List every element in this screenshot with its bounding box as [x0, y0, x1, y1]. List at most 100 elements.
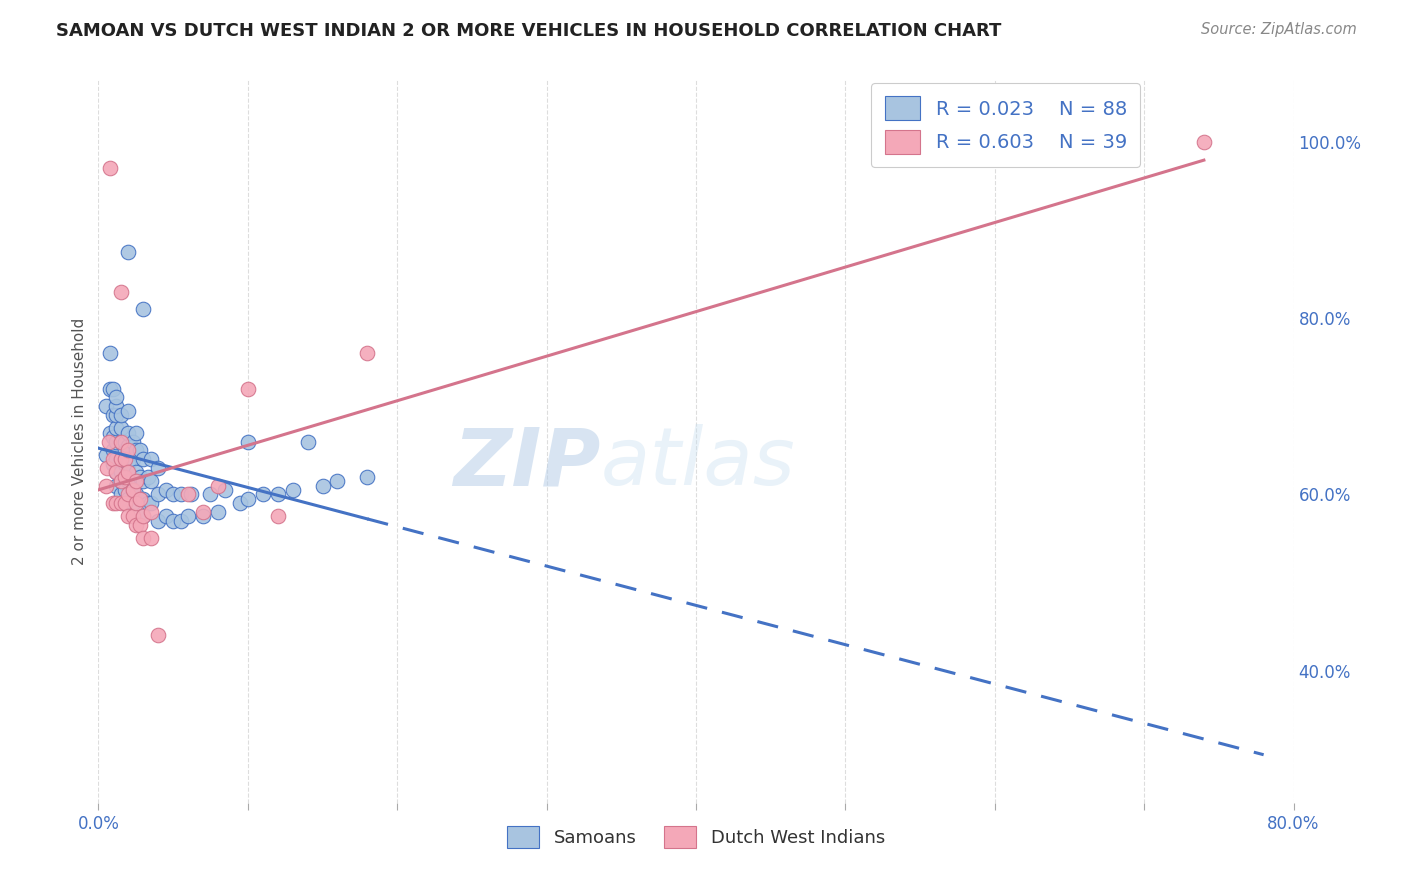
Point	[162, 514, 184, 528]
Point	[1192, 135, 1215, 149]
Point	[114, 452, 136, 467]
Point	[117, 439, 139, 453]
Point	[207, 478, 229, 492]
Point	[132, 302, 155, 317]
Point	[117, 487, 139, 501]
Point	[103, 382, 125, 396]
Point	[281, 483, 304, 497]
Point	[356, 470, 378, 484]
Point	[139, 532, 162, 546]
Point	[236, 491, 259, 506]
Point	[114, 496, 136, 510]
Point	[191, 509, 214, 524]
Legend: Samoans, Dutch West Indians: Samoans, Dutch West Indians	[496, 815, 896, 859]
Point	[125, 466, 148, 480]
Point	[132, 474, 155, 488]
Point	[117, 457, 139, 471]
Point	[214, 483, 236, 497]
Text: atlas: atlas	[600, 425, 796, 502]
Point	[162, 487, 184, 501]
Point	[155, 483, 177, 497]
Point	[169, 487, 191, 501]
Point	[110, 408, 132, 422]
Point	[103, 452, 125, 467]
Point	[121, 483, 143, 497]
Point	[356, 346, 378, 360]
Point	[110, 434, 132, 449]
Point	[110, 285, 132, 299]
Point	[129, 470, 152, 484]
Point	[105, 421, 128, 435]
Text: ZIP: ZIP	[453, 425, 600, 502]
Point	[117, 491, 139, 506]
Point	[103, 496, 125, 510]
Point	[136, 470, 159, 484]
Point	[267, 487, 290, 501]
Point	[105, 452, 128, 467]
Point	[94, 448, 117, 462]
Point	[114, 496, 136, 510]
Point	[117, 425, 139, 440]
Point	[110, 474, 132, 488]
Point	[148, 628, 170, 642]
Point	[110, 466, 132, 480]
Point	[129, 491, 152, 506]
Point	[129, 518, 152, 533]
Point	[125, 474, 148, 488]
Point	[114, 470, 136, 484]
Point	[200, 487, 222, 501]
Point	[132, 491, 155, 506]
Point	[110, 421, 132, 435]
Point	[103, 457, 125, 471]
Point	[132, 509, 155, 524]
Point	[148, 461, 170, 475]
Y-axis label: 2 or more Vehicles in Household: 2 or more Vehicles in Household	[72, 318, 87, 566]
Point	[121, 496, 143, 510]
Point	[117, 245, 139, 260]
Point	[136, 496, 159, 510]
Point	[207, 505, 229, 519]
Point	[132, 509, 155, 524]
Point	[94, 478, 117, 492]
Point	[148, 487, 170, 501]
Point	[129, 491, 152, 506]
Point	[139, 505, 162, 519]
Point	[229, 496, 252, 510]
Point	[267, 509, 290, 524]
Point	[139, 496, 162, 510]
Point	[155, 509, 177, 524]
Point	[125, 487, 148, 501]
Point	[105, 496, 128, 510]
Text: SAMOAN VS DUTCH WEST INDIAN 2 OR MORE VEHICLES IN HOUSEHOLD CORRELATION CHART: SAMOAN VS DUTCH WEST INDIAN 2 OR MORE VE…	[56, 22, 1001, 40]
Point	[297, 434, 319, 449]
Point	[97, 434, 120, 449]
Point	[177, 509, 200, 524]
Point	[110, 452, 132, 467]
Point	[311, 478, 333, 492]
Point	[105, 478, 128, 492]
Point	[148, 514, 170, 528]
Point	[125, 425, 148, 440]
Point	[132, 452, 155, 467]
Point	[125, 518, 148, 533]
Point	[121, 434, 143, 449]
Point	[114, 483, 136, 497]
Point	[121, 470, 143, 484]
Point	[180, 487, 202, 501]
Point	[94, 399, 117, 413]
Point	[326, 474, 349, 488]
Point	[110, 474, 132, 488]
Point	[177, 487, 200, 501]
Point	[117, 443, 139, 458]
Point	[169, 514, 191, 528]
Point	[236, 382, 259, 396]
Point	[129, 443, 152, 458]
Point	[110, 452, 132, 467]
Point	[105, 466, 128, 480]
Point	[103, 408, 125, 422]
Point	[114, 434, 136, 449]
Point	[98, 346, 122, 360]
Point	[139, 452, 162, 467]
Point	[121, 509, 143, 524]
Point	[105, 434, 128, 449]
